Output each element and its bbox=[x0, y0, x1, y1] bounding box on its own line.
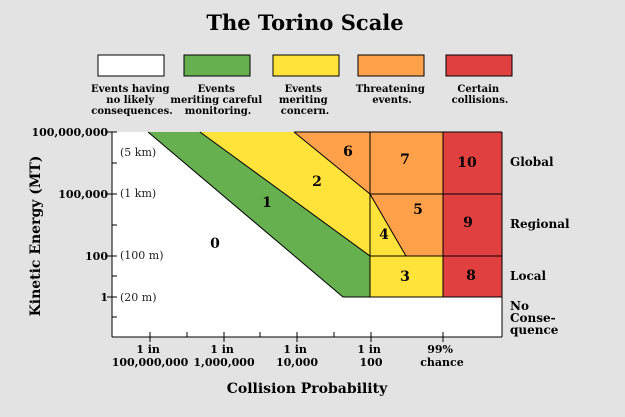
x-tick-label: 99% chance bbox=[420, 343, 464, 369]
size-label: (100 m) bbox=[120, 249, 164, 262]
level-7: 7 bbox=[400, 152, 410, 168]
legend-swatch-green bbox=[183, 54, 251, 77]
category-no-consequence: No Conse- quence bbox=[510, 299, 560, 337]
region-orange-cell-7 bbox=[370, 132, 443, 194]
category-local: Local bbox=[510, 269, 547, 283]
grid-lines bbox=[147, 131, 503, 298]
x-tick-label: 1 in 10,000 bbox=[276, 343, 318, 369]
x-tick-label: 1 in 100 bbox=[357, 343, 385, 369]
level-6: 6 bbox=[343, 144, 353, 160]
y-tick-label: 100,000 bbox=[58, 188, 108, 201]
legend-label-green: Events meriting careful monitoring. bbox=[170, 84, 265, 117]
category-regional: Regional bbox=[510, 217, 570, 231]
diagram-title: The Torino Scale bbox=[206, 10, 403, 35]
region-yellow-cell-3 bbox=[370, 256, 443, 297]
x-tick-label: 1 in 100,000,000 bbox=[112, 343, 189, 369]
size-label: (1 km) bbox=[120, 187, 156, 200]
legend-label-red: Certain collisions. bbox=[452, 84, 509, 106]
level-10: 10 bbox=[457, 155, 477, 171]
size-label: (20 m) bbox=[120, 291, 157, 304]
level-5: 5 bbox=[413, 202, 423, 218]
x-tick-label: 1 in 1,000,000 bbox=[193, 343, 255, 369]
y-tick-label: 1 bbox=[100, 291, 108, 304]
size-label: (5 km) bbox=[120, 146, 156, 159]
level-2: 2 bbox=[312, 174, 322, 190]
level-3: 3 bbox=[400, 269, 410, 285]
region-orange-cell-5 bbox=[370, 194, 443, 256]
y-axis-label: Kinetic Energy (MT) bbox=[28, 156, 44, 317]
legend-swatch-orange bbox=[357, 54, 425, 77]
level-0: 0 bbox=[210, 236, 220, 252]
level-1: 1 bbox=[262, 195, 272, 211]
level-8: 8 bbox=[466, 268, 476, 284]
x-axis-label: Collision Probability bbox=[227, 381, 388, 397]
axes bbox=[107, 131, 503, 342]
legend-label-orange: Threatening events. bbox=[356, 84, 429, 106]
level-9: 9 bbox=[463, 215, 473, 231]
legend-label-white: Events having no likely consequences. bbox=[91, 84, 173, 117]
category-global: Global bbox=[510, 155, 554, 169]
legend-swatch-red bbox=[445, 54, 513, 77]
level-4: 4 bbox=[379, 227, 389, 243]
y-tick-label: 100 bbox=[85, 250, 108, 263]
legend-swatch-yellow bbox=[272, 54, 340, 77]
region-green bbox=[148, 132, 370, 297]
legend-label-yellow: Events meriting concern. bbox=[279, 84, 331, 117]
region-red-column bbox=[443, 132, 502, 297]
legend-swatch-white bbox=[97, 54, 165, 77]
y-tick-label: 100,000,000 bbox=[31, 126, 108, 139]
